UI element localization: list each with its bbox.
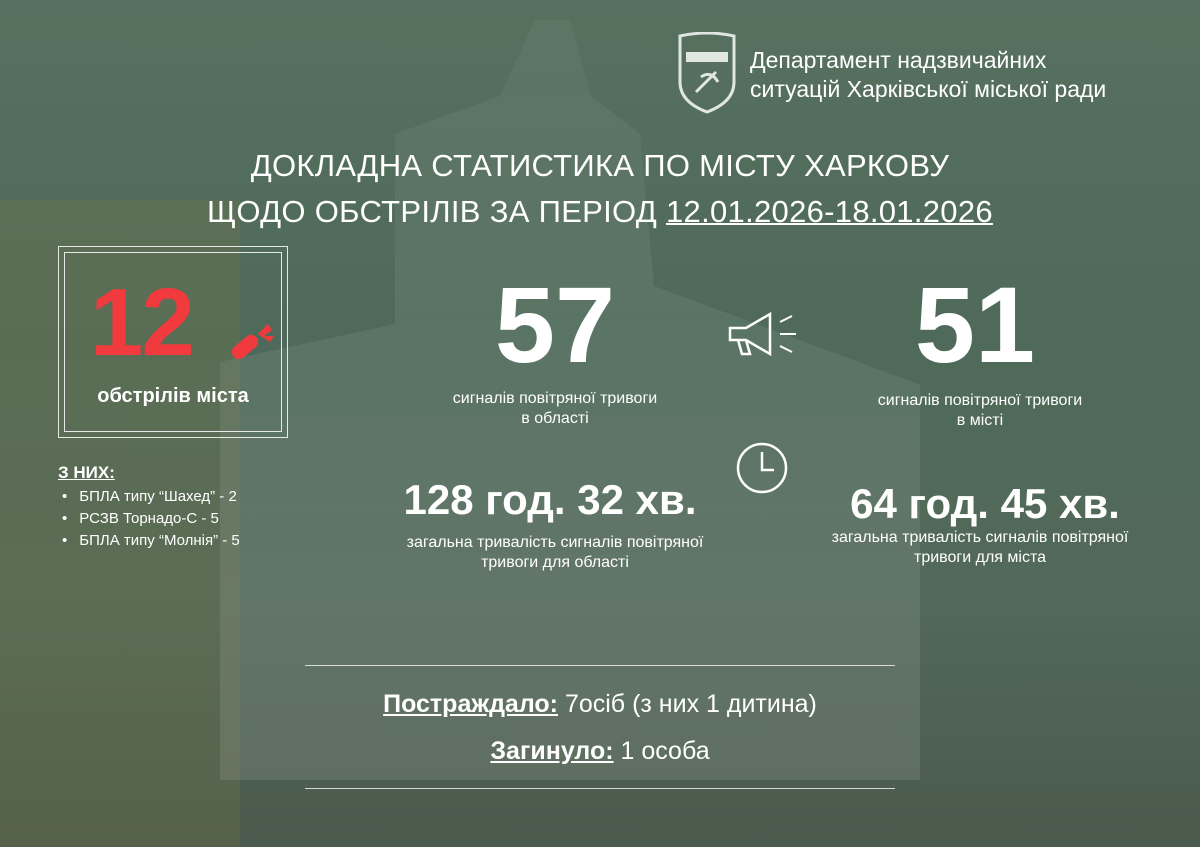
shelling-count: 12 (90, 269, 195, 376)
title-line-2: ЩОДО ОБСТРІЛІВ ЗА ПЕРІОД 12.01.2026-18.0… (0, 189, 1200, 235)
title-line-1: ДОКЛАДНА СТАТИСТИКА ПО МІСТУ ХАРКОВУ (250, 148, 950, 183)
dept-line-1: Департамент надзвичайних (750, 47, 1047, 73)
city-duration: 64 год. 45 хв. (850, 480, 1120, 527)
killed-label: Загинуло: (490, 737, 614, 765)
shelling-label: обстрілів міста (97, 385, 249, 407)
city-alert-count: 51 (914, 264, 1036, 385)
title-period: 12.01.2026-18.01.2026 (666, 194, 993, 229)
killed-value: 1 особа (613, 737, 710, 765)
region-alert-count: 57 (494, 264, 616, 385)
injured-label: Постраждало: (383, 690, 558, 718)
divider-bottom (305, 788, 895, 789)
clock-icon (736, 442, 788, 494)
shelling-box (58, 246, 288, 438)
list-item: РСЗВ Торнадо-С - 5 (62, 508, 240, 530)
page-title: ДОКЛАДНА СТАТИСТИКА ПО МІСТУ ХАРКОВУ ЩОД… (0, 143, 1200, 235)
breakdown-list: БПЛА типу “Шахед” - 2 РСЗВ Торнадо-С - 5… (62, 486, 240, 552)
department-name: Департамент надзвичайних ситуацій Харків… (750, 46, 1106, 104)
killed-line: Загинуло: 1 особа (0, 737, 1200, 766)
title-prefix: ЩОДО ОБСТРІЛІВ ЗА ПЕРІОД (207, 194, 666, 229)
city-duration-caption: загальна тривалість сигналів повітряної т… (831, 529, 1129, 566)
list-item: БПЛА типу “Шахед” - 2 (62, 486, 240, 508)
injured-value: 7осіб (з них 1 дитина) (558, 690, 817, 718)
megaphone-icon (728, 311, 796, 357)
region-duration: 128 год. 32 хв. (403, 476, 697, 523)
list-item: БПЛА типу “Молнія” - 5 (62, 530, 240, 552)
injured-line: Постраждало: 7осіб (з них 1 дитина) (0, 690, 1200, 719)
dept-line-2: ситуацій Харківської міської ради (750, 76, 1107, 102)
breakdown-title: З НИХ: (58, 463, 115, 482)
region-duration-caption: загальна тривалість сигналів повітряної т… (406, 534, 704, 571)
department-logo (678, 32, 736, 114)
region-alert-caption: сигналів повітряної тривоги в області (452, 390, 658, 427)
missile-icon (231, 324, 274, 360)
divider-top (305, 665, 895, 666)
city-alert-caption: сигналів повітряної тривоги в місті (877, 392, 1083, 429)
